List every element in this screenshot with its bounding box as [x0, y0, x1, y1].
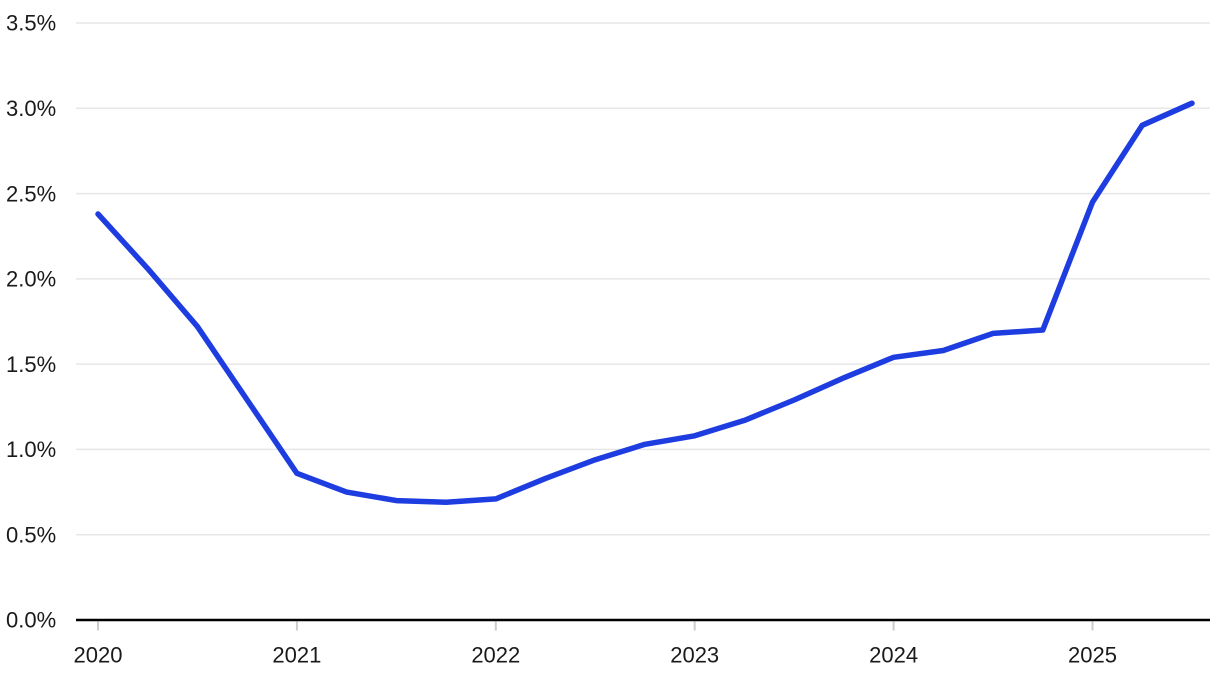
trend-line [95, 100, 1195, 506]
y-axis-label-2.5%: 2.5% [6, 181, 56, 206]
y-axis-label-0.5%: 0.5% [6, 522, 56, 547]
y-axis-label-3.0%: 3.0% [6, 96, 56, 121]
y-axis-label-1.5%: 1.5% [6, 352, 56, 377]
y-axis-label-2.0%: 2.0% [6, 267, 56, 292]
x-axis-label-2024: 2024 [869, 643, 918, 668]
x-axis-label-2025: 2025 [1068, 643, 1117, 668]
x-axis-label-2021: 2021 [272, 643, 321, 668]
y-axis-label-1.0%: 1.0% [6, 437, 56, 462]
y-axis-label-0.0%: 0.0% [6, 608, 56, 633]
x-axis-label-2022: 2022 [471, 643, 520, 668]
y-axis-label-3.5%: 3.5% [6, 11, 56, 36]
x-axis-label-2023: 2023 [670, 643, 719, 668]
x-axis-label-2020: 2020 [74, 643, 123, 668]
